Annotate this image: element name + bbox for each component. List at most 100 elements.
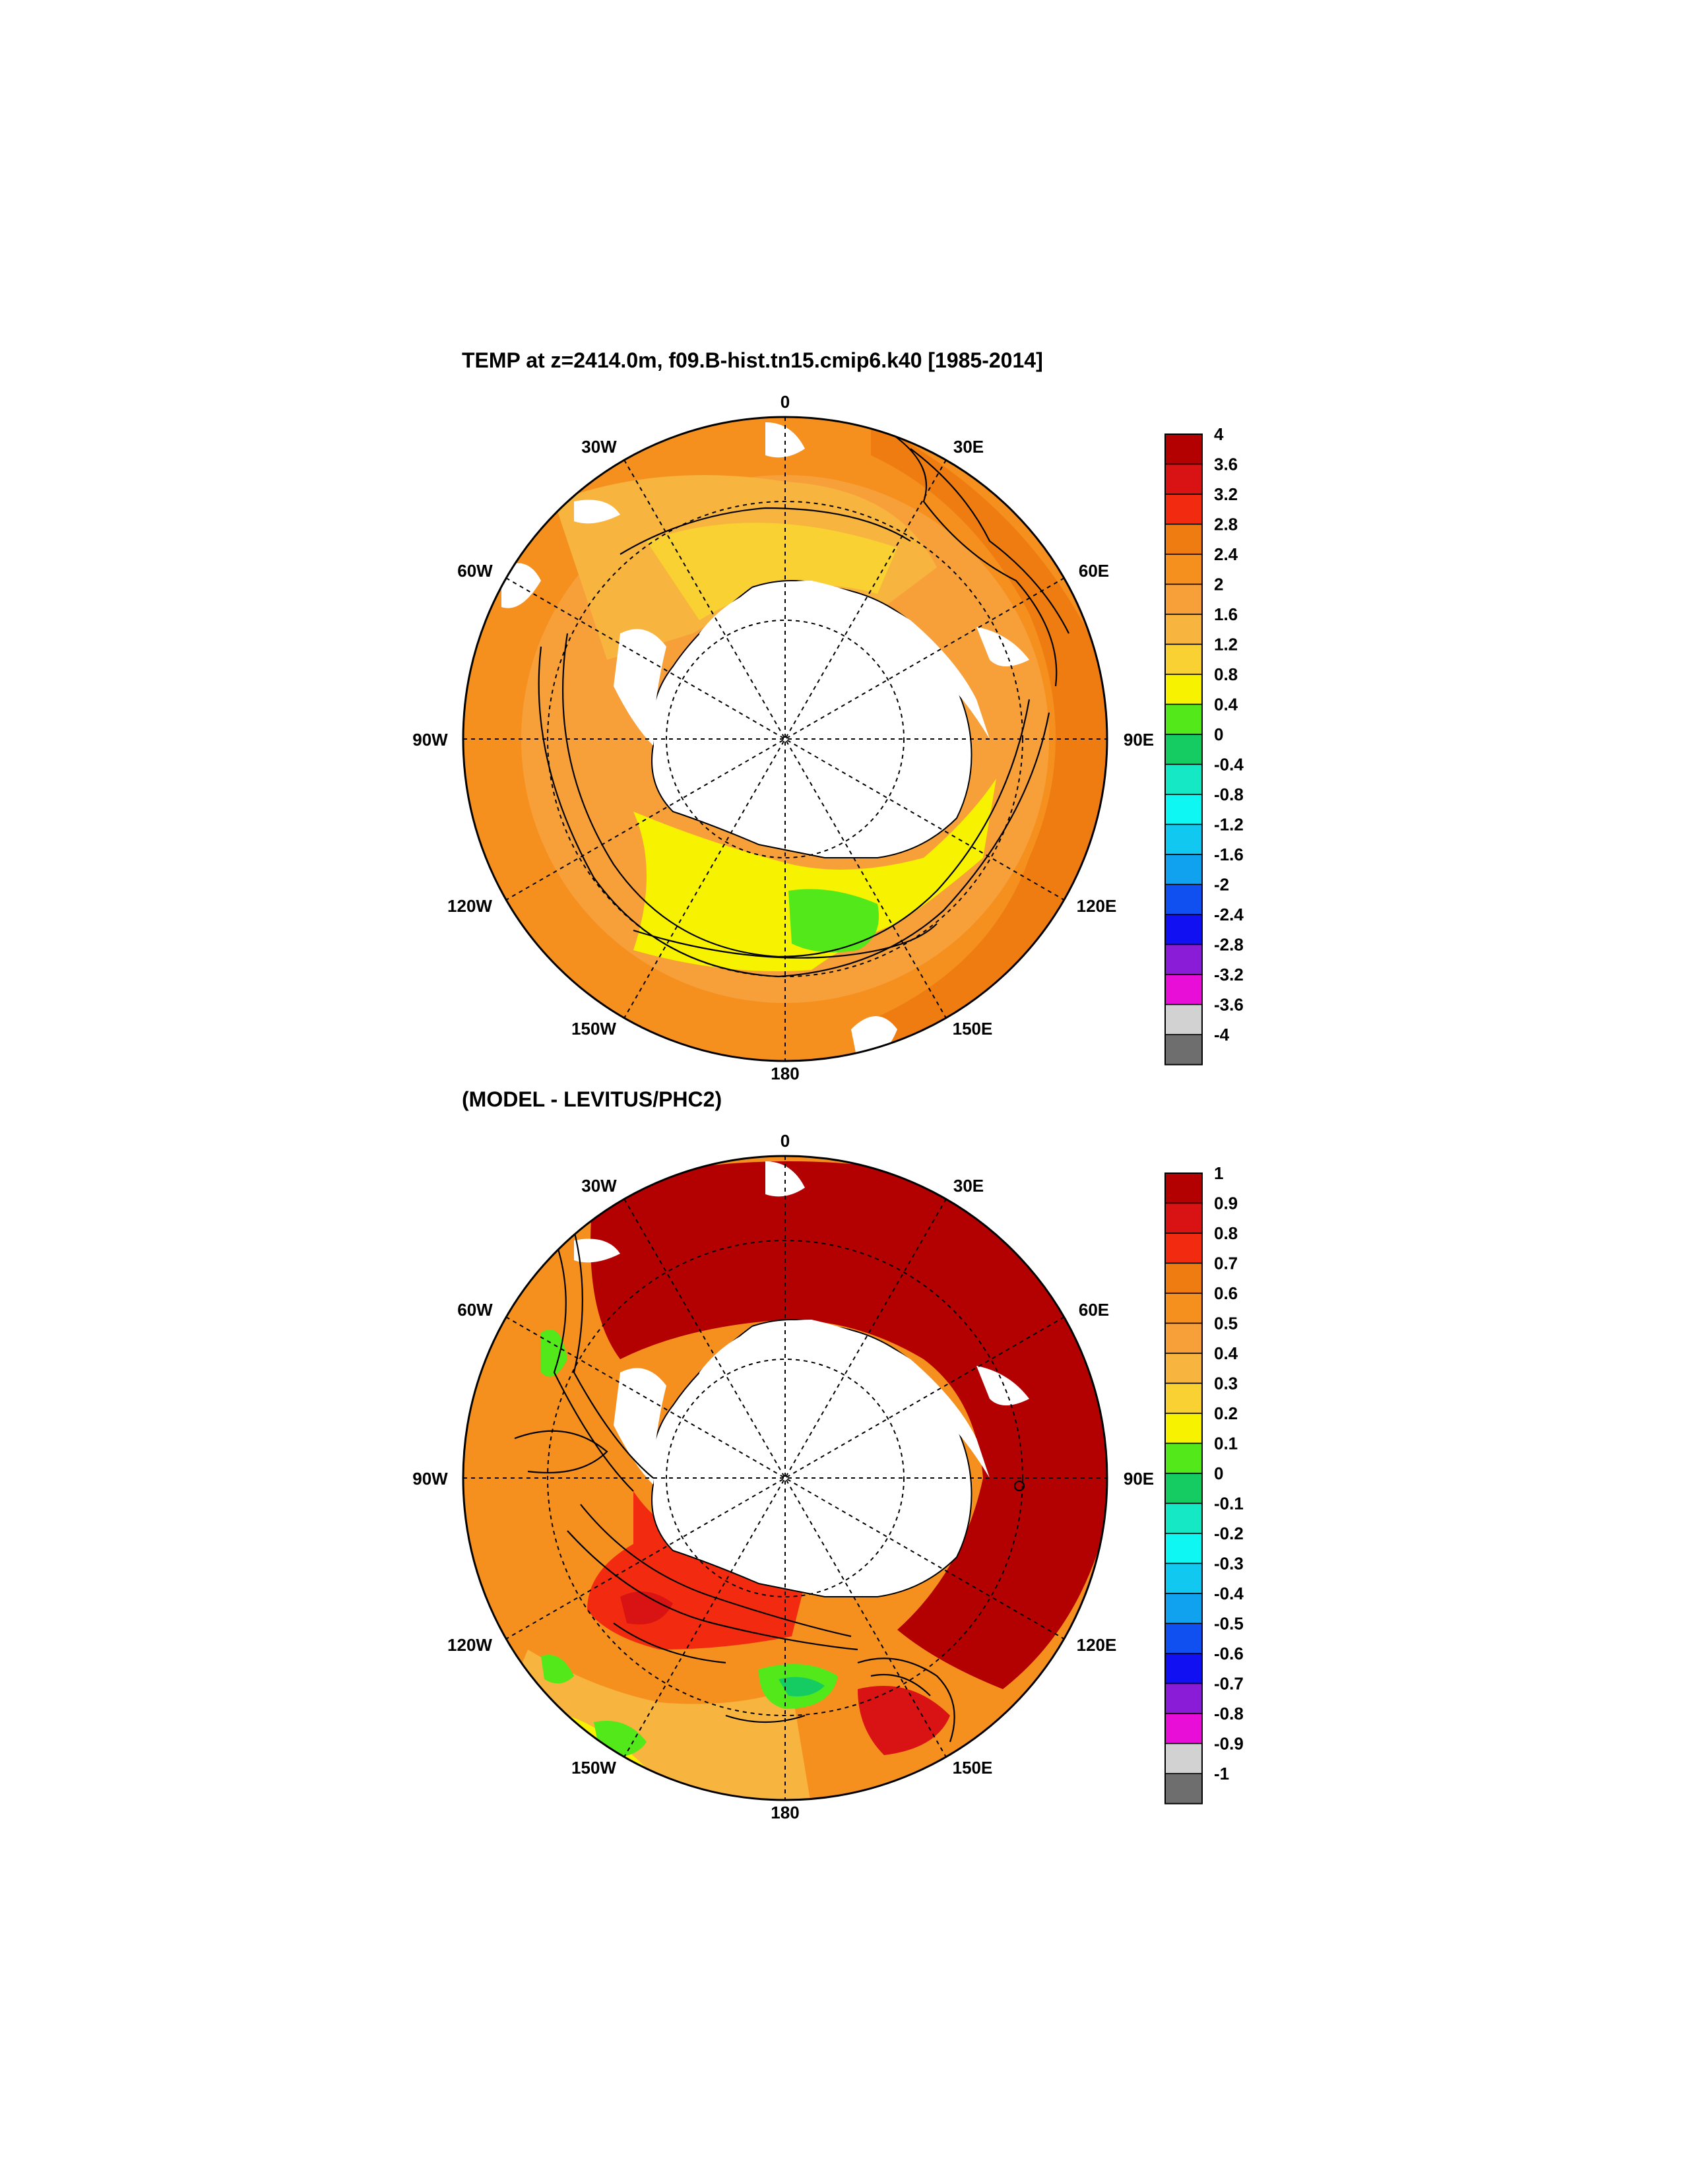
colorbar-tick-label: 0 — [1214, 724, 1223, 744]
colorbar-tick-label: -2 — [1214, 875, 1229, 895]
colorbar-tick-label: -0.3 — [1214, 1554, 1244, 1574]
colorbar-swatch — [1164, 643, 1203, 675]
top-lon-label-30e: 30E — [953, 437, 984, 457]
bottom-lon-label-30w: 30W — [581, 1176, 617, 1196]
colorbar-swatch — [1164, 1202, 1203, 1234]
colorbar-tick-label: 1 — [1214, 1163, 1223, 1183]
colorbar-tick-label: -2.4 — [1214, 905, 1244, 924]
top-colorbar: 4 3.6 3.2 2.8 2.4 2 1.6 1.2 0.8 0.4 0 -0.4 -0.8 -1.2 -… — [1164, 424, 1244, 1066]
top-lon-label-60w: 60W — [457, 561, 493, 581]
colorbar-tick-label: 0.7 — [1214, 1254, 1238, 1273]
bottom-map-title: (MODEL - LEVITUS/PHC2) — [462, 1087, 722, 1111]
top-lon-label-60e: 60E — [1079, 561, 1109, 581]
bottom-colorbar: 1 0.9 0.8 0.7 0.6 0.5 0.4 0.3 0.2 0.1 0 -0.1 -0.2 -0.… — [1164, 1163, 1244, 1805]
bottom-lon-label-30e: 30E — [953, 1176, 984, 1196]
bottom-lon-label-150e: 150E — [953, 1758, 993, 1778]
bottom-lon-label-60e: 60E — [1079, 1300, 1109, 1320]
top-lon-label-150e: 150E — [953, 1019, 993, 1039]
colorbar-swatch — [1164, 763, 1203, 795]
bottom-lon-label-90w: 90W — [412, 1469, 448, 1489]
top-map-title: TEMP at z=2414.0m, f09.B-hist.tn15.cmip6… — [462, 348, 1043, 372]
colorbar-swatch — [1164, 734, 1203, 765]
top-polar-map: 0 30E 60E 90E 120E 150E 180 150W 120W 90… — [412, 392, 1244, 1083]
bottom-polar-map: 0 30E 60E 90E 120E 150E 180 150W 120W 90… — [412, 1131, 1244, 1822]
colorbar-swatch — [1164, 434, 1203, 465]
colorbar-tick-label: -0.4 — [1214, 755, 1244, 775]
colorbar-tick-label: 0.8 — [1214, 664, 1238, 684]
colorbar-tick-label: -1.2 — [1214, 815, 1244, 835]
colorbar-tick-label: 0.9 — [1214, 1194, 1238, 1213]
colorbar-tick-label: -1.6 — [1214, 845, 1244, 864]
colorbar-tick-label: -0.5 — [1214, 1614, 1244, 1634]
colorbar-tick-label: -0.1 — [1214, 1494, 1244, 1514]
top-lon-label-120w: 120W — [447, 896, 492, 916]
colorbar-tick-label: 0.2 — [1214, 1403, 1238, 1423]
colorbar-tick-label: 0.6 — [1214, 1283, 1238, 1303]
colorbar-tick-label: 1.6 — [1214, 604, 1238, 624]
colorbar-tick-label: 0.4 — [1214, 695, 1238, 715]
colorbar-swatch — [1164, 883, 1203, 915]
colorbar-swatch — [1164, 1473, 1203, 1504]
colorbar-swatch — [1164, 1713, 1203, 1745]
bottom-lon-label-0: 0 — [781, 1131, 790, 1151]
colorbar-swatch — [1164, 614, 1203, 645]
colorbar-swatch — [1164, 1562, 1203, 1594]
colorbar-swatch — [1164, 1262, 1203, 1294]
bottom-difference-field — [463, 1156, 1107, 1800]
colorbar-swatch — [1164, 1233, 1203, 1264]
colorbar-tick-label: 1.2 — [1214, 635, 1238, 655]
colorbar-tick-label: 2 — [1214, 575, 1223, 594]
colorbar-swatch — [1164, 703, 1203, 735]
top-lon-label-90w: 90W — [412, 730, 448, 750]
colorbar-swatch — [1164, 583, 1203, 615]
colorbar-tick-label: -0.7 — [1214, 1674, 1244, 1694]
colorbar-swatch — [1164, 823, 1203, 855]
colorbar-tick-label: 3.2 — [1214, 484, 1238, 504]
colorbar-swatch — [1164, 1353, 1203, 1384]
colorbar-tick-label: 2.4 — [1214, 544, 1238, 564]
colorbar-swatch — [1164, 523, 1203, 555]
colorbar-tick-label: -3.6 — [1214, 995, 1244, 1015]
colorbar-swatch — [1164, 1034, 1203, 1066]
bottom-lon-label-120w: 120W — [447, 1635, 492, 1655]
top-lon-label-150w: 150W — [571, 1019, 616, 1039]
colorbar-tick-label: 0.1 — [1214, 1434, 1238, 1454]
colorbar-swatch — [1164, 854, 1203, 885]
colorbar-swatch — [1164, 944, 1203, 975]
top-map-boundary — [462, 416, 1108, 1062]
colorbar-swatch — [1164, 1622, 1203, 1654]
colorbar-tick-label: -0.2 — [1214, 1524, 1244, 1543]
colorbar-tick-label: 3.6 — [1214, 455, 1238, 474]
colorbar-swatch — [1164, 1653, 1203, 1685]
colorbar-tick-label: 0.8 — [1214, 1223, 1238, 1243]
bottom-lon-label-180: 180 — [771, 1803, 799, 1822]
colorbar-tick-label: -0.8 — [1214, 1704, 1244, 1723]
bottom-lon-label-120e: 120E — [1077, 1635, 1117, 1655]
top-lon-label-120e: 120E — [1077, 896, 1117, 916]
colorbar-swatch — [1164, 674, 1203, 705]
colorbar-outline — [1164, 1172, 1203, 1805]
colorbar-swatch — [1164, 1322, 1203, 1354]
colorbar-tick-label: -2.8 — [1214, 935, 1244, 955]
colorbar-tick-label: -0.6 — [1214, 1644, 1244, 1663]
colorbar-swatch — [1164, 494, 1203, 525]
colorbar-tick-label: -0.9 — [1214, 1734, 1244, 1754]
bottom-lon-label-150w: 150W — [571, 1758, 616, 1778]
colorbar-tick-label: -0.8 — [1214, 785, 1244, 804]
colorbar-swatch — [1164, 1293, 1203, 1324]
colorbar-swatch — [1164, 1172, 1203, 1204]
colorbar-swatch — [1164, 1773, 1203, 1805]
colorbar-tick-label: 0.4 — [1214, 1343, 1238, 1363]
top-graticule — [463, 417, 1107, 1061]
colorbar-swatch — [1164, 1533, 1203, 1564]
colorbar-swatch — [1164, 914, 1203, 946]
colorbar-tick-label: 0 — [1214, 1463, 1223, 1483]
bottom-graticule — [463, 1156, 1107, 1800]
colorbar-swatch — [1164, 794, 1203, 825]
colorbar-swatch — [1164, 1502, 1203, 1534]
colorbar-tick-label: 2.8 — [1214, 515, 1238, 534]
colorbar-outline — [1164, 434, 1203, 1066]
colorbar-tick-label: -0.4 — [1214, 1584, 1244, 1603]
top-lon-label-0: 0 — [781, 392, 790, 412]
